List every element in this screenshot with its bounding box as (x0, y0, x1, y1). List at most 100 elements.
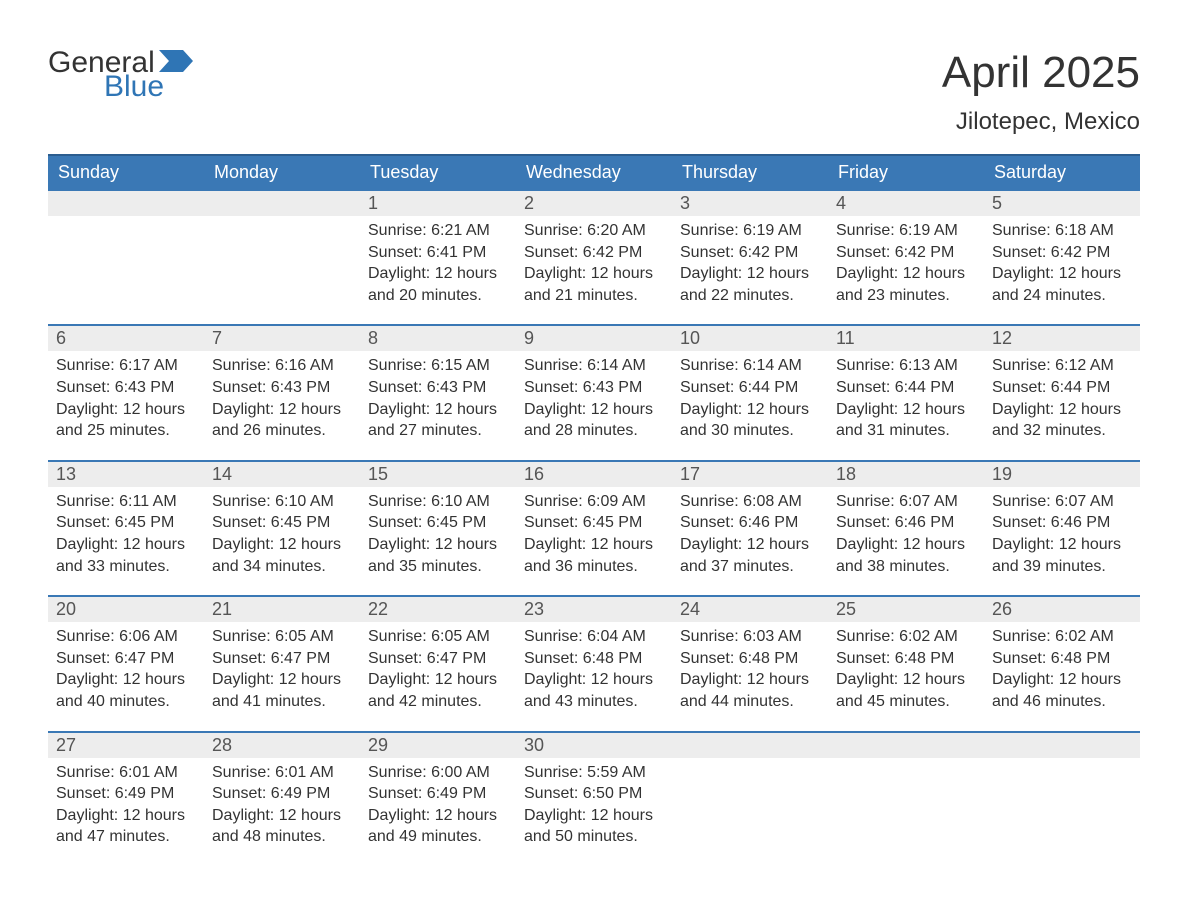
sunrise-line: Sunrise: 6:10 AM (212, 491, 352, 513)
day-number: 2 (516, 191, 672, 216)
sunset-line: Sunset: 6:43 PM (56, 377, 196, 399)
calendar-day-cell: 27Sunrise: 6:01 AMSunset: 6:49 PMDayligh… (48, 732, 204, 866)
day-body: Sunrise: 6:07 AMSunset: 6:46 PMDaylight:… (828, 487, 984, 577)
day-number: 11 (828, 326, 984, 351)
sunrise-line: Sunrise: 6:18 AM (992, 220, 1132, 242)
day-number: 1 (360, 191, 516, 216)
calendar-day-cell: 5Sunrise: 6:18 AMSunset: 6:42 PMDaylight… (984, 190, 1140, 325)
sunrise-line: Sunrise: 6:00 AM (368, 762, 508, 784)
daylight-line: Daylight: 12 hours and 38 minutes. (836, 534, 976, 577)
daylight-line: Daylight: 12 hours and 21 minutes. (524, 263, 664, 306)
sunset-line: Sunset: 6:48 PM (680, 648, 820, 670)
sunset-line: Sunset: 6:43 PM (524, 377, 664, 399)
day-number: 9 (516, 326, 672, 351)
calendar-day-cell: 4Sunrise: 6:19 AMSunset: 6:42 PMDaylight… (828, 190, 984, 325)
day-number: 6 (48, 326, 204, 351)
calendar-day-cell: 10Sunrise: 6:14 AMSunset: 6:44 PMDayligh… (672, 325, 828, 460)
day-body: Sunrise: 6:07 AMSunset: 6:46 PMDaylight:… (984, 487, 1140, 577)
day-body: Sunrise: 6:00 AMSunset: 6:49 PMDaylight:… (360, 758, 516, 848)
daylight-line: Daylight: 12 hours and 40 minutes. (56, 669, 196, 712)
day-body: Sunrise: 6:21 AMSunset: 6:41 PMDaylight:… (360, 216, 516, 306)
sunrise-line: Sunrise: 6:04 AM (524, 626, 664, 648)
daylight-line: Daylight: 12 hours and 39 minutes. (992, 534, 1132, 577)
weekday-header: Friday (828, 155, 984, 190)
sunset-line: Sunset: 6:41 PM (368, 242, 508, 264)
weekday-header: Saturday (984, 155, 1140, 190)
sunrise-line: Sunrise: 6:01 AM (212, 762, 352, 784)
title-block: April 2025 Jilotepec, Mexico (942, 48, 1140, 136)
sunrise-line: Sunrise: 6:19 AM (680, 220, 820, 242)
calendar-day-cell: 29Sunrise: 6:00 AMSunset: 6:49 PMDayligh… (360, 732, 516, 866)
daylight-line: Daylight: 12 hours and 24 minutes. (992, 263, 1132, 306)
calendar-day-cell: 19Sunrise: 6:07 AMSunset: 6:46 PMDayligh… (984, 461, 1140, 596)
calendar-day-cell: 9Sunrise: 6:14 AMSunset: 6:43 PMDaylight… (516, 325, 672, 460)
day-number-empty (672, 733, 828, 758)
day-number: 12 (984, 326, 1140, 351)
calendar-day-cell: 30Sunrise: 5:59 AMSunset: 6:50 PMDayligh… (516, 732, 672, 866)
day-number: 20 (48, 597, 204, 622)
day-body: Sunrise: 6:18 AMSunset: 6:42 PMDaylight:… (984, 216, 1140, 306)
sunset-line: Sunset: 6:46 PM (992, 512, 1132, 534)
day-number: 10 (672, 326, 828, 351)
calendar-week-row: 1Sunrise: 6:21 AMSunset: 6:41 PMDaylight… (48, 190, 1140, 325)
weekday-header-row: SundayMondayTuesdayWednesdayThursdayFrid… (48, 155, 1140, 190)
calendar-day-cell: 1Sunrise: 6:21 AMSunset: 6:41 PMDaylight… (360, 190, 516, 325)
sunset-line: Sunset: 6:44 PM (992, 377, 1132, 399)
day-body: Sunrise: 6:10 AMSunset: 6:45 PMDaylight:… (204, 487, 360, 577)
day-body: Sunrise: 6:05 AMSunset: 6:47 PMDaylight:… (204, 622, 360, 712)
calendar-day-cell (828, 732, 984, 866)
sunset-line: Sunset: 6:49 PM (368, 783, 508, 805)
day-number-empty (48, 191, 204, 216)
daylight-line: Daylight: 12 hours and 45 minutes. (836, 669, 976, 712)
day-number: 29 (360, 733, 516, 758)
sunrise-line: Sunrise: 6:02 AM (992, 626, 1132, 648)
weekday-header: Tuesday (360, 155, 516, 190)
weekday-header: Wednesday (516, 155, 672, 190)
daylight-line: Daylight: 12 hours and 47 minutes. (56, 805, 196, 848)
day-body: Sunrise: 6:02 AMSunset: 6:48 PMDaylight:… (984, 622, 1140, 712)
day-body: Sunrise: 6:04 AMSunset: 6:48 PMDaylight:… (516, 622, 672, 712)
calendar-day-cell: 3Sunrise: 6:19 AMSunset: 6:42 PMDaylight… (672, 190, 828, 325)
sunrise-line: Sunrise: 6:05 AM (212, 626, 352, 648)
calendar-day-cell: 26Sunrise: 6:02 AMSunset: 6:48 PMDayligh… (984, 596, 1140, 731)
daylight-line: Daylight: 12 hours and 27 minutes. (368, 399, 508, 442)
sunset-line: Sunset: 6:44 PM (836, 377, 976, 399)
calendar-head: SundayMondayTuesdayWednesdayThursdayFrid… (48, 155, 1140, 190)
day-number: 18 (828, 462, 984, 487)
logo: General Blue (48, 48, 193, 102)
daylight-line: Daylight: 12 hours and 37 minutes. (680, 534, 820, 577)
sunset-line: Sunset: 6:49 PM (212, 783, 352, 805)
daylight-line: Daylight: 12 hours and 32 minutes. (992, 399, 1132, 442)
daylight-line: Daylight: 12 hours and 50 minutes. (524, 805, 664, 848)
sunrise-line: Sunrise: 6:03 AM (680, 626, 820, 648)
day-body: Sunrise: 6:17 AMSunset: 6:43 PMDaylight:… (48, 351, 204, 441)
daylight-line: Daylight: 12 hours and 26 minutes. (212, 399, 352, 442)
weekday-header: Thursday (672, 155, 828, 190)
calendar-day-cell: 22Sunrise: 6:05 AMSunset: 6:47 PMDayligh… (360, 596, 516, 731)
sunset-line: Sunset: 6:46 PM (836, 512, 976, 534)
calendar-day-cell: 18Sunrise: 6:07 AMSunset: 6:46 PMDayligh… (828, 461, 984, 596)
day-number: 25 (828, 597, 984, 622)
day-number: 17 (672, 462, 828, 487)
sunrise-line: Sunrise: 6:09 AM (524, 491, 664, 513)
calendar-day-cell: 8Sunrise: 6:15 AMSunset: 6:43 PMDaylight… (360, 325, 516, 460)
calendar-day-cell: 28Sunrise: 6:01 AMSunset: 6:49 PMDayligh… (204, 732, 360, 866)
day-body: Sunrise: 6:19 AMSunset: 6:42 PMDaylight:… (828, 216, 984, 306)
calendar-day-cell: 21Sunrise: 6:05 AMSunset: 6:47 PMDayligh… (204, 596, 360, 731)
sunrise-line: Sunrise: 6:10 AM (368, 491, 508, 513)
day-body: Sunrise: 6:05 AMSunset: 6:47 PMDaylight:… (360, 622, 516, 712)
day-number: 7 (204, 326, 360, 351)
calendar-week-row: 20Sunrise: 6:06 AMSunset: 6:47 PMDayligh… (48, 596, 1140, 731)
day-number: 13 (48, 462, 204, 487)
sunrise-line: Sunrise: 6:08 AM (680, 491, 820, 513)
day-number: 16 (516, 462, 672, 487)
daylight-line: Daylight: 12 hours and 46 minutes. (992, 669, 1132, 712)
sunrise-line: Sunrise: 6:07 AM (992, 491, 1132, 513)
daylight-line: Daylight: 12 hours and 36 minutes. (524, 534, 664, 577)
sunset-line: Sunset: 6:48 PM (992, 648, 1132, 670)
sunrise-line: Sunrise: 6:12 AM (992, 355, 1132, 377)
sunset-line: Sunset: 6:48 PM (524, 648, 664, 670)
day-body: Sunrise: 6:13 AMSunset: 6:44 PMDaylight:… (828, 351, 984, 441)
sunset-line: Sunset: 6:45 PM (368, 512, 508, 534)
sunrise-line: Sunrise: 6:16 AM (212, 355, 352, 377)
